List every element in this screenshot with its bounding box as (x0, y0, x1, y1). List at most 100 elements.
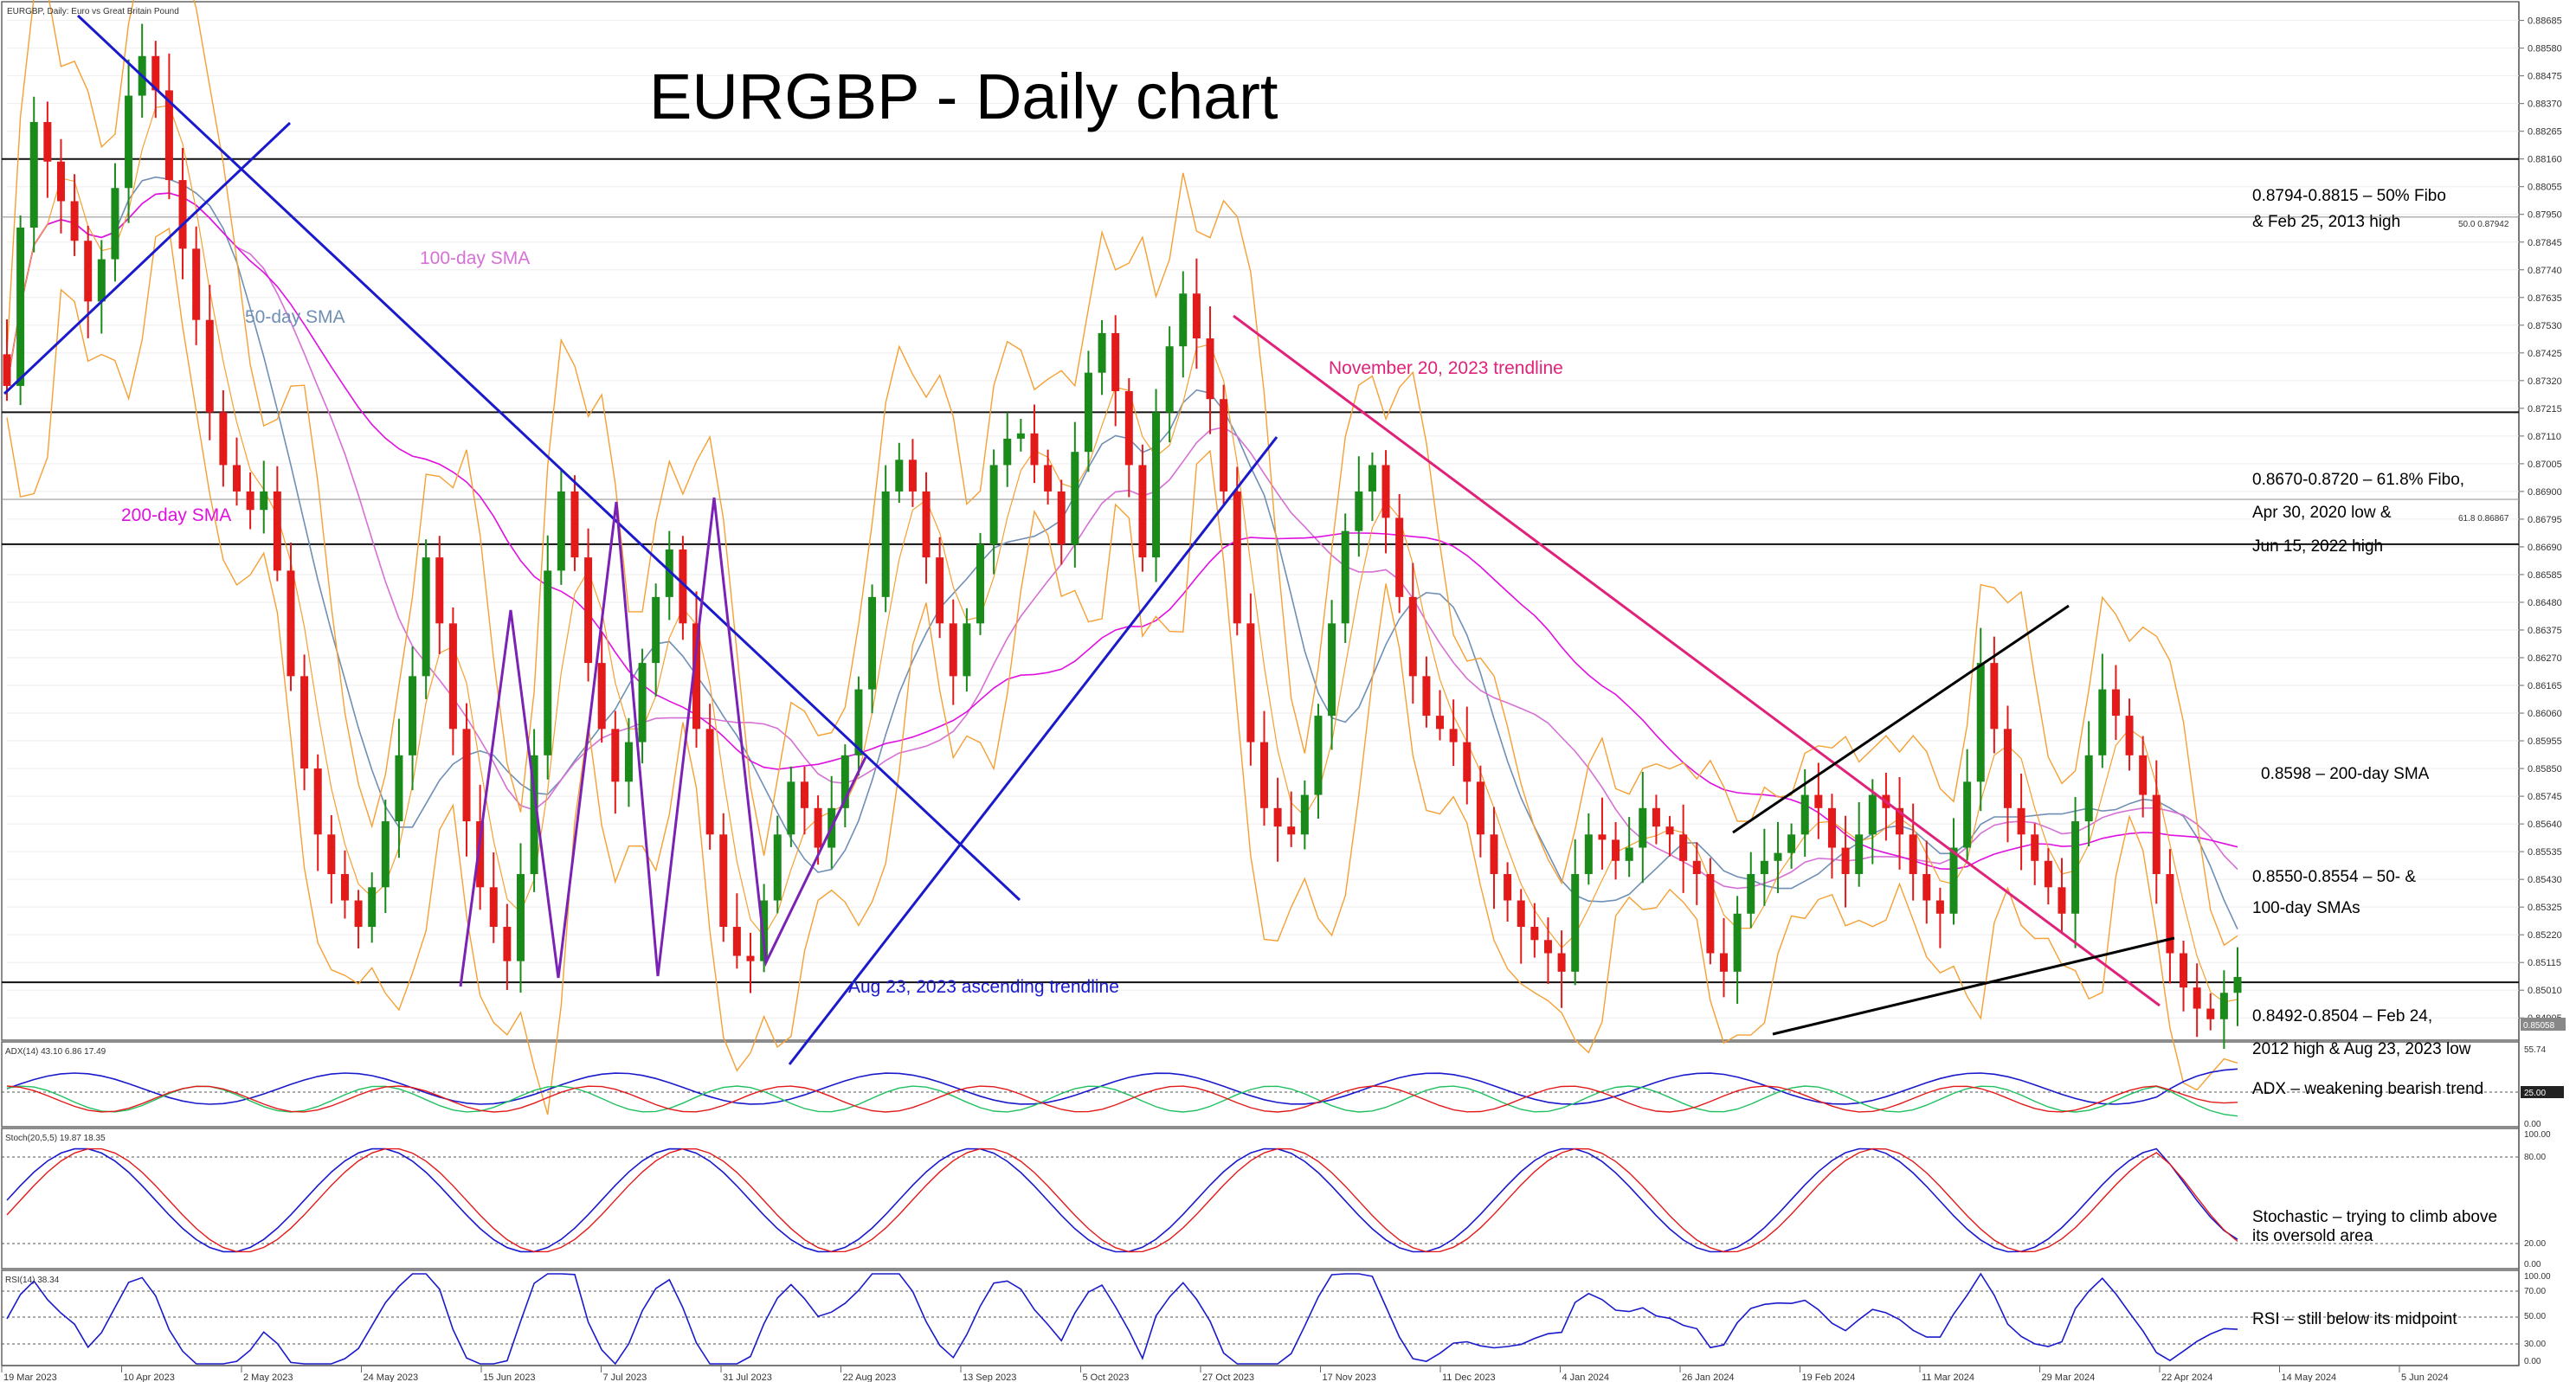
adx-level-top: 55.74 (2524, 1045, 2546, 1055)
price-tick-label: 0.87425 (2528, 349, 2562, 359)
bollinger-upper (6, 0, 2238, 947)
candle-body (448, 623, 457, 730)
candle-body (1557, 953, 1566, 972)
candle-body (746, 955, 755, 961)
price-tick-label: 0.85955 (2528, 736, 2562, 747)
candle-body (1057, 491, 1066, 544)
candle-body (2098, 689, 2107, 755)
chart-title: EURGBP - Daily chart (649, 61, 1278, 132)
candle-body (1436, 716, 1445, 730)
support-note-line2: 2012 high & Aug 23, 2023 low (2252, 1040, 2471, 1058)
price-tick-label: 0.87215 (2528, 404, 2562, 415)
candle-body (557, 491, 565, 571)
candle-body (1016, 433, 1025, 439)
candle-body (922, 491, 931, 558)
candle-body (409, 676, 417, 755)
candle-body (814, 807, 822, 848)
candle-body (2219, 993, 2228, 1019)
rsi-line (6, 1272, 2238, 1366)
candle-body (787, 781, 795, 835)
adx-header: ADX(14) 43.10 6.86 17.49 (5, 1047, 106, 1057)
sma100-label: 100-day SMA (420, 248, 530, 268)
candle-body (462, 729, 471, 822)
price-tick-label: 0.86795 (2528, 515, 2562, 525)
candle-body (260, 491, 268, 511)
horizontal-levels (2, 157, 2519, 984)
fibo618-small-label: 61.8 0.86867 (2458, 514, 2509, 524)
candle-body (3, 354, 11, 386)
candle-body (1692, 860, 1701, 875)
candle-body (665, 549, 673, 597)
candle-body (1355, 491, 1363, 531)
rsi-level-30: 30.00 (2524, 1340, 2546, 1349)
candle-body (1963, 781, 1972, 848)
candle-body (611, 729, 620, 782)
candle-body (949, 623, 957, 677)
candle-body (1612, 839, 1620, 861)
candle-body (1827, 807, 1836, 848)
candle-body (1192, 293, 1201, 339)
candle-body (692, 623, 701, 730)
candle-body (1206, 338, 1214, 400)
candle-body (516, 874, 525, 961)
candle-body (2233, 976, 2242, 993)
sma100-line (6, 192, 2238, 890)
price-tick-label: 0.86375 (2528, 626, 2562, 636)
candle-body (2193, 987, 2201, 1009)
candle-body (2152, 794, 2161, 875)
support-note-line1: 0.8492-0.8504 – Feb 24, (2252, 1007, 2432, 1025)
candle-body (1111, 332, 1120, 392)
adx-note: ADX – weakening bearish trend (2252, 1080, 2483, 1098)
candle-body (800, 781, 808, 808)
price-tick-label: 0.88370 (2528, 100, 2562, 110)
price-tick-label: 0.86270 (2528, 653, 2562, 664)
candle-body (1084, 372, 1092, 453)
plus-di-line (6, 1085, 2238, 1117)
rsi-level-0: 0.00 (2524, 1357, 2541, 1366)
candle-body (2206, 1008, 2215, 1019)
candle-body (1381, 465, 1390, 518)
date-tick-label: 19 Mar 2023 (3, 1372, 57, 1382)
price-tick-label: 0.87110 (2528, 432, 2561, 442)
candle-body (732, 927, 741, 956)
candle-body (719, 834, 728, 928)
fibo50-note-line2: & Feb 25, 2013 high (2252, 213, 2400, 231)
candle-body (1841, 847, 1850, 875)
price-tick-label: 0.87635 (2528, 293, 2562, 304)
candle-body (1774, 852, 1782, 861)
stoch-signal-line (6, 1147, 2238, 1253)
price-tick-label: 0.88160 (2528, 155, 2562, 165)
candle-body (2003, 729, 2012, 808)
candle-body (1679, 834, 1688, 861)
date-axis-ticks: 19 Mar 2023 10 Apr 2023 2 May 2023 24 May 2… (1, 1365, 2519, 1382)
adx-level-marker (2521, 1086, 2564, 1098)
date-tick-label: 22 Apr 2024 (2161, 1372, 2212, 1382)
candle-body (2017, 807, 2025, 835)
indicator-lines (2, 1068, 2519, 1366)
sma50-label: 50-day SMA (245, 307, 345, 327)
candle-body (368, 887, 377, 928)
price-tick-label: 0.88475 (2528, 72, 2562, 82)
candle-body (1760, 860, 1768, 875)
stoch-note-line2: its oversold area (2252, 1227, 2373, 1245)
candle-body (597, 663, 606, 730)
candle-body (989, 465, 998, 544)
date-tick-label: 7 Jul 2023 (603, 1372, 647, 1382)
date-tick-label: 24 May 2023 (364, 1372, 419, 1382)
candle-body (1517, 900, 1525, 928)
price-tick-label: 0.85535 (2528, 847, 2562, 858)
candle-body (1422, 676, 1431, 717)
candle-body (1165, 346, 1174, 413)
candle-body (1259, 742, 1268, 808)
candle-body (1300, 794, 1309, 835)
candle-body (70, 201, 79, 241)
date-tick-label: 31 Jul 2023 (723, 1372, 772, 1382)
candle-body (1733, 913, 1742, 972)
candle-body (895, 460, 904, 492)
stoch-level-20: 20.00 (2524, 1239, 2546, 1249)
date-tick-label: 15 Jun 2023 (483, 1372, 536, 1382)
candle-body (164, 90, 173, 181)
wedge-lower-line (1772, 936, 2175, 1036)
rsi-header: RSI(14) 38.34 (5, 1276, 60, 1285)
